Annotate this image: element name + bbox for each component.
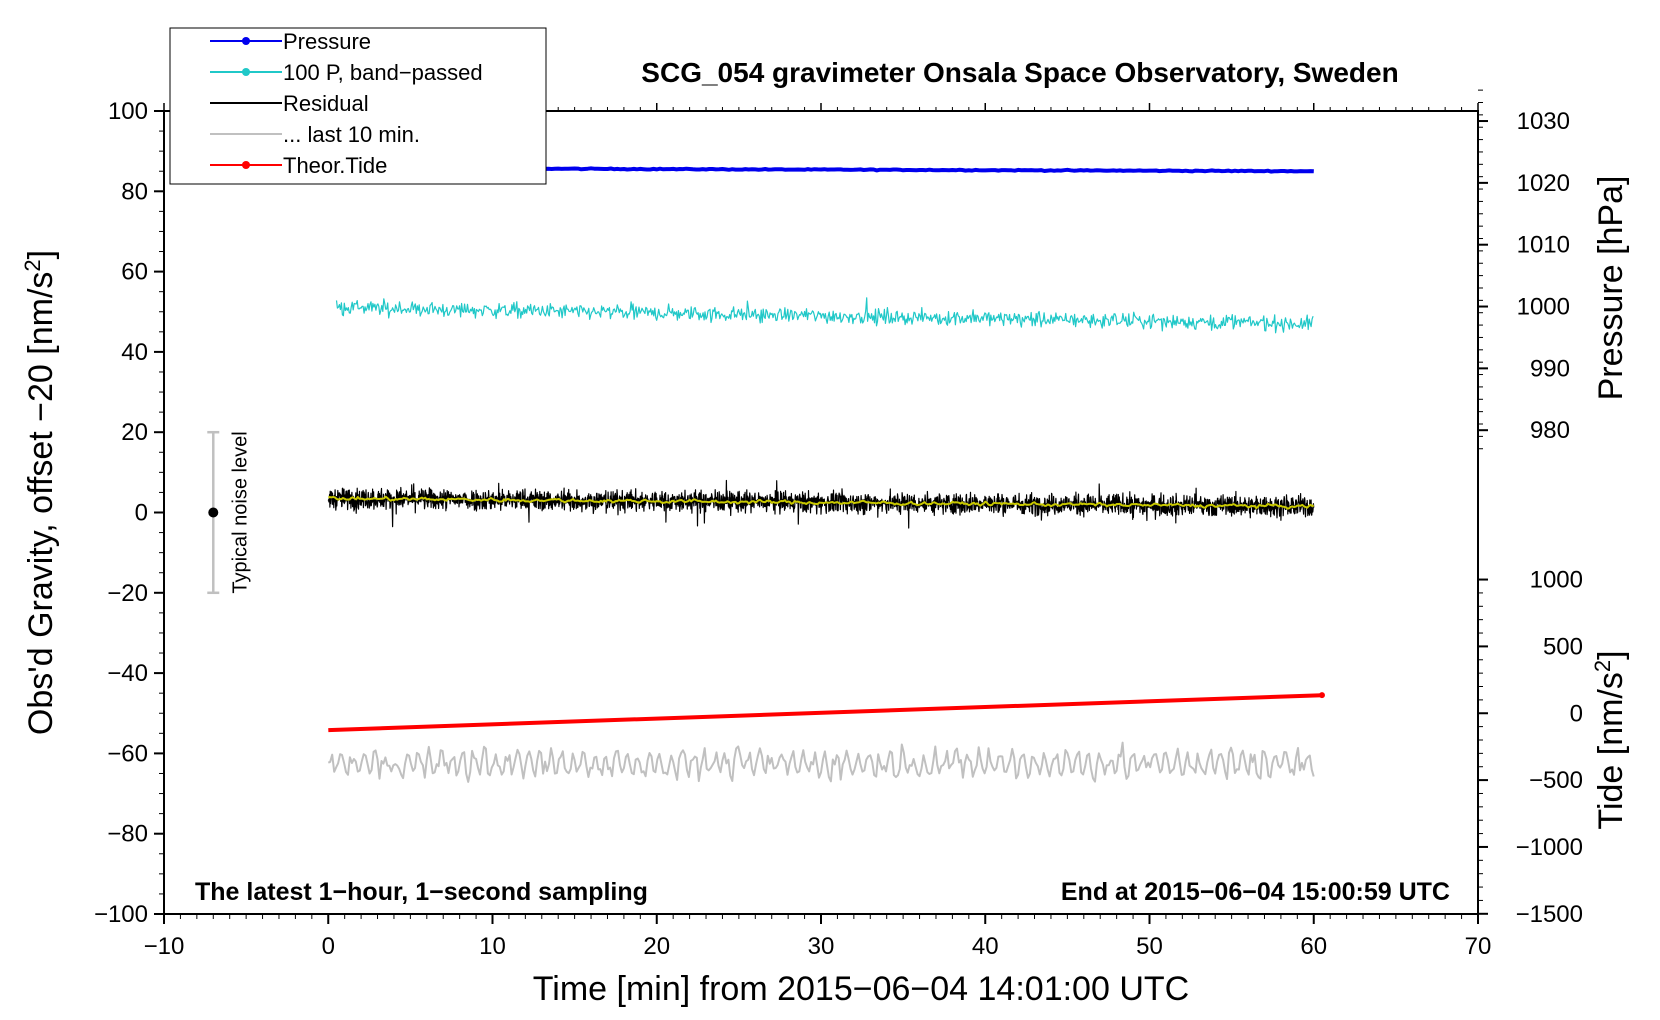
tide-tick-label: −1500 (1516, 901, 1583, 928)
tide-end-marker (1318, 692, 1325, 699)
x-tick-label: 10 (479, 933, 506, 960)
series-line-5 (328, 693, 1323, 733)
x-tick-label: 30 (808, 933, 835, 960)
y-tick-label: −60 (107, 740, 148, 767)
y-tick-label: 80 (121, 178, 148, 205)
pressure-tick-label: 1000 (1517, 294, 1570, 321)
x-tick-label: 60 (1300, 933, 1327, 960)
tide-tick-label: 1000 (1530, 567, 1583, 594)
annotation-right: End at 2015−06−04 15:00:59 UTC (1061, 878, 1450, 906)
pressure-tick-label: 1020 (1517, 170, 1570, 197)
legend-marker-1 (242, 68, 250, 76)
pressure-tick-label: 1010 (1517, 232, 1570, 259)
series-line-3 (328, 495, 1315, 510)
pressure-axis-title: Pressure [hPa] (1592, 176, 1630, 401)
legend-box (169, 27, 547, 185)
series-line-2 (327, 479, 1315, 529)
series-line-4 (327, 741, 1315, 783)
legend-marker-4 (242, 161, 250, 169)
y-tick-label: −100 (94, 901, 148, 928)
y-tick-label: 100 (108, 98, 148, 125)
tide-tick-label: 500 (1543, 633, 1583, 660)
x-tick-label: 0 (322, 933, 335, 960)
y-tick-label: −20 (107, 580, 148, 607)
pressure-tick-label: 990 (1530, 355, 1570, 382)
pressure-tick-label: 1030 (1517, 108, 1570, 135)
x-tick-label: −10 (144, 933, 185, 960)
noise-bar-center (208, 507, 219, 518)
series-line-1 (335, 297, 1314, 334)
x-tick-label: 20 (643, 933, 670, 960)
left-y-axis-title: Obs'd Gravity, offset −20 [nm/s2] (20, 250, 61, 735)
noise-bar-label: Typical noise level (229, 431, 251, 593)
y-tick-label: 60 (121, 259, 148, 286)
pressure-tick-label: 980 (1530, 417, 1570, 444)
x-tick-label: 70 (1465, 933, 1492, 960)
tide-axis-title: Tide [nm/s2] (1590, 650, 1631, 829)
y-tick-label: 20 (121, 419, 148, 446)
x-axis-title: Time [min] from 2015−06−04 14:01:00 UTC (533, 970, 1189, 1008)
y-tick-label: 0 (135, 500, 148, 527)
tide-tick-label: −500 (1529, 767, 1583, 794)
x-tick-label: 50 (1136, 933, 1163, 960)
tide-tick-label: 0 (1570, 700, 1583, 727)
y-tick-label: −80 (107, 821, 148, 848)
annotation-left: The latest 1−hour, 1−second sampling (195, 878, 648, 906)
legend-label-1: 100 P, band−passed (283, 60, 483, 85)
tide-tick-label: −1000 (1516, 834, 1583, 861)
chart-title: SCG_054 gravimeter Onsala Space Observat… (641, 57, 1398, 88)
legend-label-2: Residual (283, 91, 369, 116)
legend-label-0: Pressure (283, 29, 371, 54)
y-tick-label: −40 (107, 660, 148, 687)
x-tick-label: 40 (972, 933, 999, 960)
y-tick-label: 40 (121, 339, 148, 366)
legend-label-4: Theor.Tide (283, 153, 387, 178)
legend-marker-0 (242, 37, 250, 45)
legend-label-3: ... last 10 min. (283, 122, 420, 147)
